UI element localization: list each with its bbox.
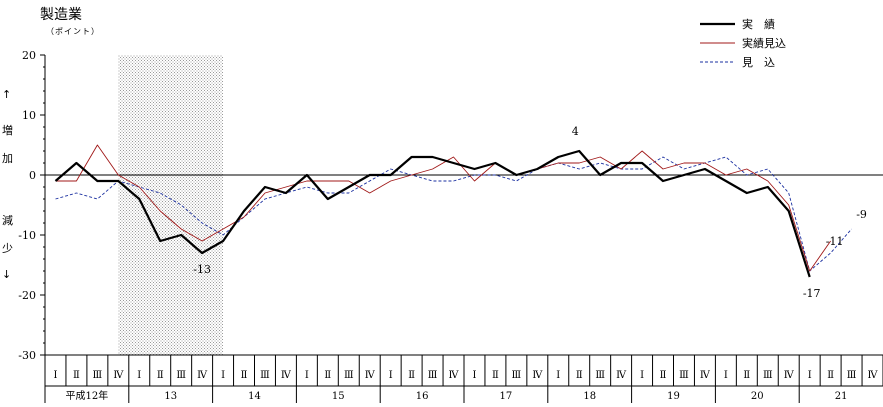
data-label: -9: [856, 208, 867, 221]
x-tick-label: Ⅳ: [700, 370, 711, 381]
x-tick-label: Ⅲ: [176, 370, 186, 381]
x-tick-label: Ⅱ: [324, 370, 331, 381]
shaded-period: [118, 55, 224, 355]
x-tick-label: Ⅰ: [137, 370, 141, 381]
increase-label-2: 加: [2, 152, 13, 165]
decrease-label-1: 減: [2, 214, 13, 227]
x-tick-label: Ⅳ: [784, 370, 795, 381]
y-tick-label: -10: [18, 229, 36, 242]
legend-label: 実 績: [742, 17, 775, 31]
year-label: 21: [835, 391, 848, 402]
x-tick-label: Ⅱ: [408, 370, 415, 381]
x-tick-label: Ⅲ: [763, 370, 773, 381]
x-tick-label: Ⅰ: [389, 370, 393, 381]
x-tick-label: Ⅱ: [241, 370, 248, 381]
year-label: 16: [416, 391, 429, 402]
x-tick-label: Ⅰ: [221, 370, 225, 381]
x-tick-label: Ⅰ: [724, 370, 728, 381]
year-label: 平成12年: [66, 389, 109, 402]
legend-label: 実績見込: [742, 36, 786, 50]
year-label: 19: [667, 391, 680, 402]
year-label: 18: [583, 391, 596, 402]
x-tick-label: Ⅲ: [512, 370, 522, 381]
unit-label: （ポイント）: [46, 27, 100, 36]
x-tick-label: Ⅱ: [743, 370, 750, 381]
x-tick-label: Ⅱ: [660, 370, 667, 381]
x-tick-label: Ⅳ: [449, 370, 460, 381]
x-tick-label: Ⅱ: [576, 370, 583, 381]
data-label: -17: [803, 287, 821, 300]
x-tick-label: Ⅲ: [260, 370, 270, 381]
x-tick-label: Ⅳ: [868, 370, 879, 381]
up-arrow-icon: ↑: [2, 88, 12, 101]
year-label: 13: [164, 391, 177, 402]
chart-title: 製造業: [40, 7, 82, 23]
series-line-1: [55, 144, 831, 272]
x-tick-label: Ⅰ: [808, 370, 812, 381]
x-tick-label: Ⅲ: [344, 370, 354, 381]
year-label: 14: [248, 391, 261, 402]
series-line-0: [54, 149, 811, 278]
x-tick-label: Ⅱ: [492, 370, 499, 381]
down-arrow-icon: ↓: [2, 268, 12, 281]
data-label: 4: [572, 125, 579, 138]
x-tick-label: Ⅱ: [157, 370, 164, 381]
x-tick-label: Ⅱ: [827, 370, 834, 381]
x-tick-label: Ⅲ: [595, 370, 605, 381]
x-tick-label: Ⅳ: [365, 370, 376, 381]
series-line-2: [55, 156, 852, 272]
x-tick-label: Ⅳ: [532, 370, 543, 381]
year-label: 15: [332, 391, 345, 402]
x-tick-label: Ⅰ: [305, 370, 309, 381]
x-tick-label: Ⅰ: [640, 370, 644, 381]
decrease-label-2: 少: [2, 242, 13, 255]
x-tick-label: Ⅲ: [93, 370, 103, 381]
x-tick-label: Ⅲ: [847, 370, 857, 381]
x-tick-label: Ⅳ: [281, 370, 292, 381]
x-tick-label: Ⅲ: [679, 370, 689, 381]
y-tick-label: 0: [29, 169, 36, 182]
x-tick-label: Ⅳ: [113, 370, 124, 381]
increase-label-1: 増: [2, 124, 13, 137]
x-tick-label: Ⅲ: [428, 370, 438, 381]
y-tick-label: -20: [18, 289, 36, 302]
data-label: -11: [826, 235, 844, 248]
legend-label: 見 込: [742, 56, 775, 69]
x-tick-label: Ⅰ: [556, 370, 560, 381]
y-tick-label: 20: [22, 49, 36, 62]
x-tick-label: Ⅳ: [197, 370, 208, 381]
y-tick-label: -30: [18, 349, 36, 362]
x-tick-label: Ⅱ: [73, 370, 80, 381]
data-label: -13: [193, 263, 211, 276]
x-tick-label: Ⅰ: [472, 370, 476, 381]
year-label: 17: [500, 391, 513, 402]
x-tick-label: Ⅳ: [616, 370, 627, 381]
year-label: 20: [751, 391, 764, 402]
x-tick-label: Ⅰ: [53, 370, 57, 381]
y-tick-label: 10: [22, 109, 36, 122]
